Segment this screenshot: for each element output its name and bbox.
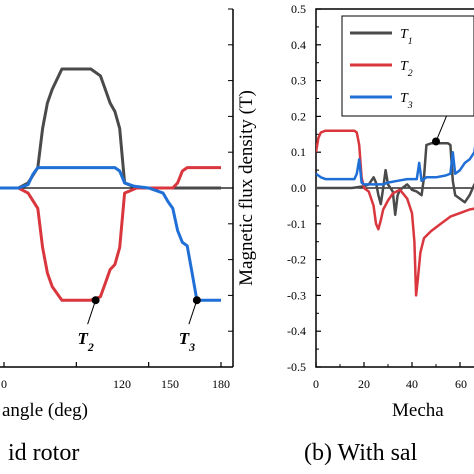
panel-b-series-T2-line: [316, 129, 474, 297]
panel-b-series-T1-line: [316, 142, 474, 217]
panel-b-x-axis-label: Mecha: [392, 400, 444, 421]
panel-b-series-T3-line: [316, 145, 474, 186]
panel-b-x-tick-label: 0: [313, 377, 319, 391]
panel-b: 0.5 0.4 0.3 0.2 0.1 0.0 -0.1 -0.2 -0.3 -0.4 -0.5 T…: [236, 2, 474, 466]
panel-a-annotation-label-T3: T3: [179, 329, 195, 354]
panel-a-x-tick-label: 150: [161, 377, 179, 391]
panel-a-x-axis-label: angle (deg): [2, 400, 88, 421]
panel-a-annotation-label-T2: T2: [77, 329, 93, 354]
panel-b-x-tick-label: 60: [455, 377, 467, 391]
panel-a-x-tick-label: 120: [113, 377, 131, 391]
panel-b-y-tick-label: 0.4: [291, 38, 306, 52]
panel-a-series-T2-line: [0, 166, 221, 302]
panel-b-y-tick-label: 0.0: [291, 181, 306, 195]
panel-a-series-T1-line: [0, 67, 221, 190]
panel-b-y-tick-label: -0.3: [287, 288, 306, 302]
panel-b-y-tick-label: 0.3: [291, 74, 306, 88]
panel-a-annotation-leader-T3: [188, 300, 198, 325]
panel-a-caption: id rotor: [8, 440, 79, 466]
panel-a: T2 T3 0 120 150 180 angle (deg) id rotor: [0, 8, 234, 466]
panel-b-y-tick-label: 0.2: [291, 109, 306, 123]
panel-b-y-tick-label: -0.2: [287, 253, 306, 267]
panel-b-y-tick-label: -0.1: [287, 217, 306, 231]
panel-b-x-tick-label: 40: [406, 377, 418, 391]
panel-b-y-axis-label: Magnetic flux density (T): [236, 90, 257, 286]
panel-a-series-T3-line: [0, 166, 221, 302]
panel-b-y-tick-label: -0.4: [287, 324, 306, 338]
panel-b-caption: (b) With sal: [304, 440, 418, 466]
panel-a-x-tick-label: 180: [212, 377, 230, 391]
panel-b-y-tick-label: -0.5: [287, 360, 306, 374]
panel-b-y-tick-label: 0.1: [291, 145, 306, 159]
panel-b-y-tick-label: 0.5: [291, 2, 306, 16]
panel-b-x-tick-label: 20: [358, 377, 370, 391]
panel-a-x-tick-label: 0: [1, 377, 7, 391]
panel-a-annotation-leader-T2: [87, 300, 97, 325]
